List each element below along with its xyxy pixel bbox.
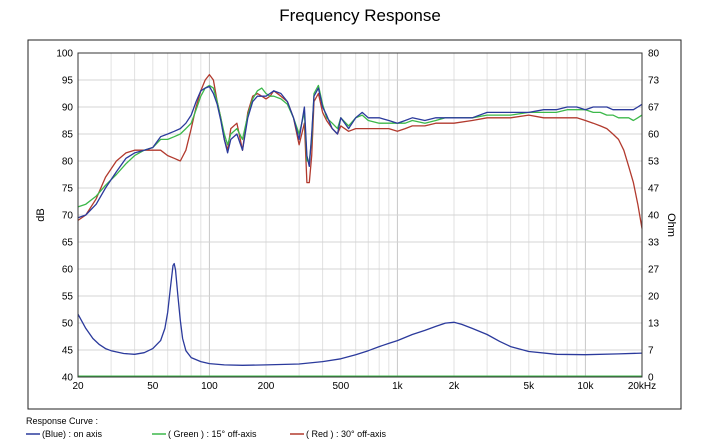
y-tick-label-left: 80 [62, 157, 74, 168]
chart-title: Frequency Response [279, 6, 441, 25]
legend-item-label: ( Red ) : 30° off-axis [306, 429, 386, 439]
y-tick-label-right: 47 [648, 184, 660, 195]
legend-item-label: (Blue) : on axis [42, 429, 103, 439]
series-group [77, 73, 643, 377]
legend: Response Curve : (Blue) : on axis ( Green… [26, 416, 386, 439]
y-tick-label-right: 27 [648, 265, 660, 276]
legend-title: Response Curve : [26, 416, 98, 426]
y-tick-label-left: 95 [62, 76, 74, 87]
legend-item-label: ( Green ) : 15° off-axis [168, 429, 257, 439]
y-tick-label-left: 40 [62, 373, 74, 384]
x-tick-label: 10k [577, 381, 594, 392]
x-tick-label: 50 [147, 381, 159, 392]
y-tick-label-right: 20 [648, 292, 660, 303]
x-tick-label: 200 [258, 381, 275, 392]
x-tick-label: 1k [392, 381, 404, 392]
y-tick-label-left: 75 [62, 184, 74, 195]
x-tick-label: 500 [332, 381, 349, 392]
y-tick-label-right: 67 [648, 103, 660, 114]
y-axis-label-left: dB [35, 208, 47, 221]
y-tick-label-right: 60 [648, 130, 660, 141]
response-curve [77, 84, 643, 208]
plot-frame [77, 52, 643, 378]
y-tick-label-right: 53 [648, 157, 660, 168]
outer-frame [27, 39, 682, 410]
y-tick-label-left: 90 [62, 103, 74, 114]
x-tick-label: 20 [72, 381, 84, 392]
response-curve [77, 85, 643, 219]
y-tick-label-left: 85 [62, 130, 74, 141]
x-tick-label: 2k [449, 381, 461, 392]
y-tick-label-left: 100 [56, 49, 73, 60]
x-tick-label: 5k [524, 381, 536, 392]
y-tick-label-left: 55 [62, 292, 74, 303]
y-tick-label-left: 60 [62, 265, 74, 276]
y-tick-label-right: 40 [648, 211, 660, 222]
impedance-curve [77, 262, 643, 366]
y-tick-label-left: 45 [62, 346, 74, 357]
x-tick-label: 100 [201, 381, 218, 392]
tick-labels: 20 50 100 200 500 1k 2k 5k 10k 20kHz4045505560657… [56, 49, 659, 393]
y-axis-label-right: Ohm [665, 213, 677, 237]
y-tick-label-right: 33 [648, 238, 660, 249]
y-tick-label-right: 13 [648, 319, 660, 330]
response-curve [77, 73, 643, 229]
y-tick-label-right: 7 [648, 346, 654, 357]
y-tick-label-right: 80 [648, 49, 660, 60]
y-tick-label-right: 0 [648, 373, 654, 384]
y-tick-label-left: 50 [62, 319, 74, 330]
x-tick-label: 20kHz [628, 381, 656, 392]
y-tick-label-right: 73 [648, 76, 660, 87]
grid [77, 52, 643, 378]
y-tick-label-left: 65 [62, 238, 74, 249]
y-tick-label-left: 70 [62, 211, 74, 222]
